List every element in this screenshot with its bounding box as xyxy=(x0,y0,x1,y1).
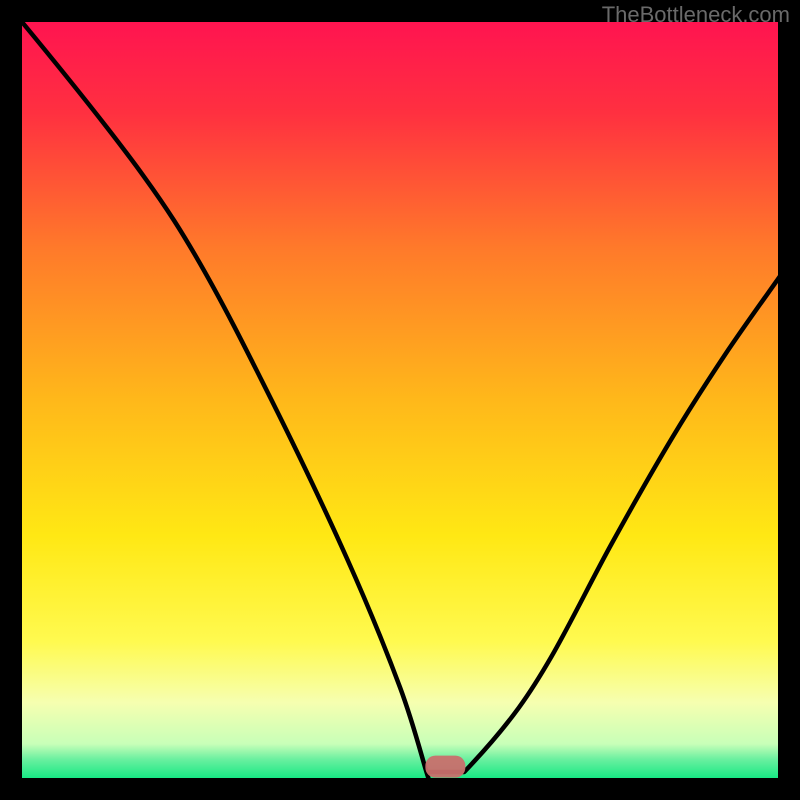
minimum-marker xyxy=(425,756,465,778)
attribution-label: TheBottleneck.com xyxy=(602,2,790,28)
chart-svg xyxy=(0,0,800,800)
bottleneck-chart: TheBottleneck.com xyxy=(0,0,800,800)
plot-background xyxy=(22,22,778,778)
